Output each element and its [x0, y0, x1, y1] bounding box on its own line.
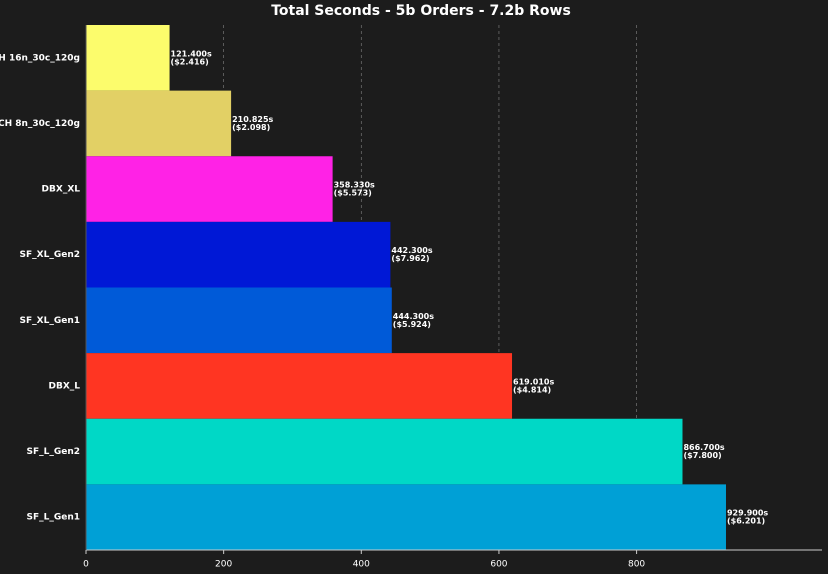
- bar: [86, 353, 513, 419]
- cost-label: ($7.800): [683, 451, 721, 460]
- value-label: 619.010s: [513, 377, 554, 386]
- x-tick-label: 800: [628, 560, 645, 570]
- bar: [86, 90, 232, 157]
- bar: [86, 418, 683, 485]
- x-tick-label: 600: [490, 560, 507, 570]
- chart-title: Total Seconds - 5b Orders - 7.2b Rows: [271, 3, 571, 19]
- y-tick-label: CH 8n_30c_120g: [0, 119, 80, 129]
- x-tick-label: 0: [83, 560, 89, 570]
- y-tick-label: SF_XL_Gen2: [20, 250, 80, 260]
- cost-label: ($5.573): [334, 189, 372, 198]
- value-label: 866.700s: [683, 443, 724, 452]
- cost-label: ($5.924): [393, 320, 431, 329]
- x-tick-label: 200: [215, 560, 232, 570]
- cost-label: ($6.201): [727, 517, 765, 526]
- bar: [86, 25, 170, 91]
- bar: [86, 484, 726, 550]
- value-label: 121.400s: [171, 49, 212, 58]
- cost-label: ($4.814): [513, 385, 551, 394]
- value-label: 444.300s: [393, 312, 434, 321]
- bar: [86, 156, 333, 222]
- value-label: 442.300s: [391, 246, 432, 255]
- bar: [86, 287, 392, 354]
- y-tick-label: DBX_L: [48, 381, 80, 391]
- cost-label: ($7.962): [391, 254, 429, 263]
- value-label: 929.900s: [727, 509, 768, 518]
- value-label: 358.330s: [334, 181, 375, 190]
- value-label: 210.825s: [232, 115, 273, 124]
- y-tick-label: CH 16n_30c_120g: [0, 53, 80, 63]
- y-tick-label: SF_L_Gen1: [26, 513, 80, 523]
- bar: [86, 221, 391, 288]
- y-tick-label: DBX_XL: [42, 185, 81, 195]
- cost-label: ($2.416): [171, 57, 209, 66]
- y-tick-label: SF_XL_Gen1: [20, 316, 80, 326]
- y-tick-label: SF_L_Gen2: [26, 447, 80, 457]
- x-tick-label: 400: [353, 560, 370, 570]
- cost-label: ($2.098): [232, 123, 270, 132]
